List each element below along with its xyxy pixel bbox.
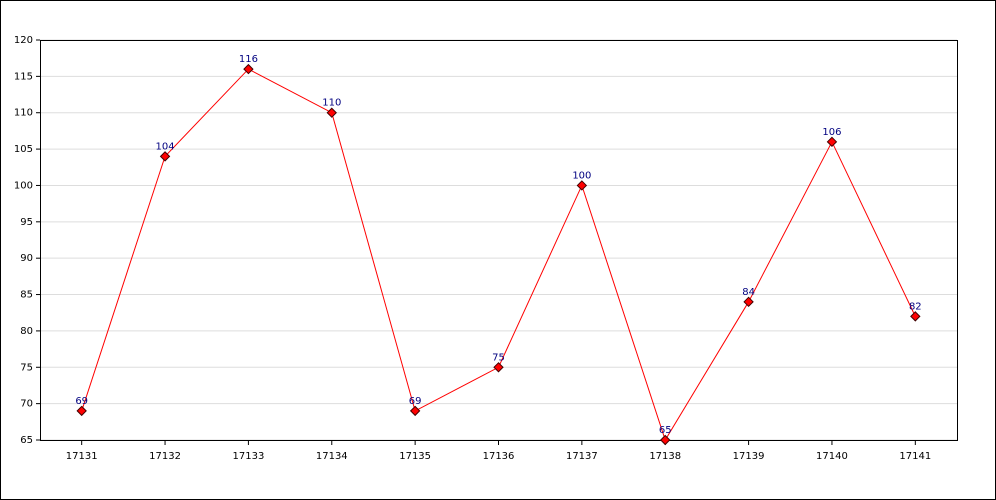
x-tick-label: 17138 bbox=[649, 451, 681, 462]
data-label: 65 bbox=[659, 425, 672, 436]
x-tick-label: 17133 bbox=[233, 451, 265, 462]
data-label: 75 bbox=[492, 352, 505, 363]
x-tick-label: 17131 bbox=[66, 451, 98, 462]
x-tick-label: 17132 bbox=[149, 451, 181, 462]
marker bbox=[743, 296, 754, 308]
data-label: 82 bbox=[909, 301, 922, 312]
x-tick-label: 17139 bbox=[733, 451, 765, 462]
x-tick-label: 17137 bbox=[566, 451, 598, 462]
data-label: 100 bbox=[572, 170, 591, 181]
marker bbox=[409, 405, 421, 417]
y-tick-label: 100 bbox=[14, 180, 33, 191]
x-tick-label: 17140 bbox=[816, 451, 848, 462]
marker bbox=[660, 434, 671, 446]
y-tick-label: 120 bbox=[14, 35, 33, 46]
marker bbox=[910, 311, 921, 322]
y-tick-label: 65 bbox=[20, 435, 33, 446]
data-label: 116 bbox=[239, 54, 258, 65]
data-label: 104 bbox=[155, 141, 174, 152]
y-tick-label: 85 bbox=[20, 290, 33, 301]
marker bbox=[159, 151, 171, 162]
y-tick-label: 90 bbox=[20, 253, 33, 264]
marker bbox=[826, 136, 838, 148]
marker bbox=[243, 63, 254, 75]
x-tick-label: 17141 bbox=[899, 451, 931, 462]
data-label: 69 bbox=[75, 396, 88, 407]
data-label: 106 bbox=[822, 127, 841, 138]
marker bbox=[576, 180, 588, 191]
x-tick-label: 17135 bbox=[399, 451, 431, 462]
y-tick-label: 105 bbox=[14, 144, 33, 155]
y-tick-label: 95 bbox=[20, 217, 33, 228]
marker bbox=[326, 107, 337, 118]
y-tick-label: 75 bbox=[20, 362, 33, 373]
marker bbox=[493, 362, 504, 373]
data-label: 84 bbox=[742, 287, 755, 298]
y-tick-label: 110 bbox=[14, 108, 33, 119]
x-tick-label: 17134 bbox=[316, 451, 348, 462]
x-tick-label: 17136 bbox=[483, 451, 515, 462]
y-tick-label: 70 bbox=[20, 399, 33, 410]
y-tick-label: 115 bbox=[14, 71, 33, 82]
marker bbox=[76, 405, 87, 417]
data-label: 110 bbox=[322, 98, 341, 109]
y-tick-label: 80 bbox=[20, 326, 33, 337]
data-label: 69 bbox=[409, 396, 422, 407]
